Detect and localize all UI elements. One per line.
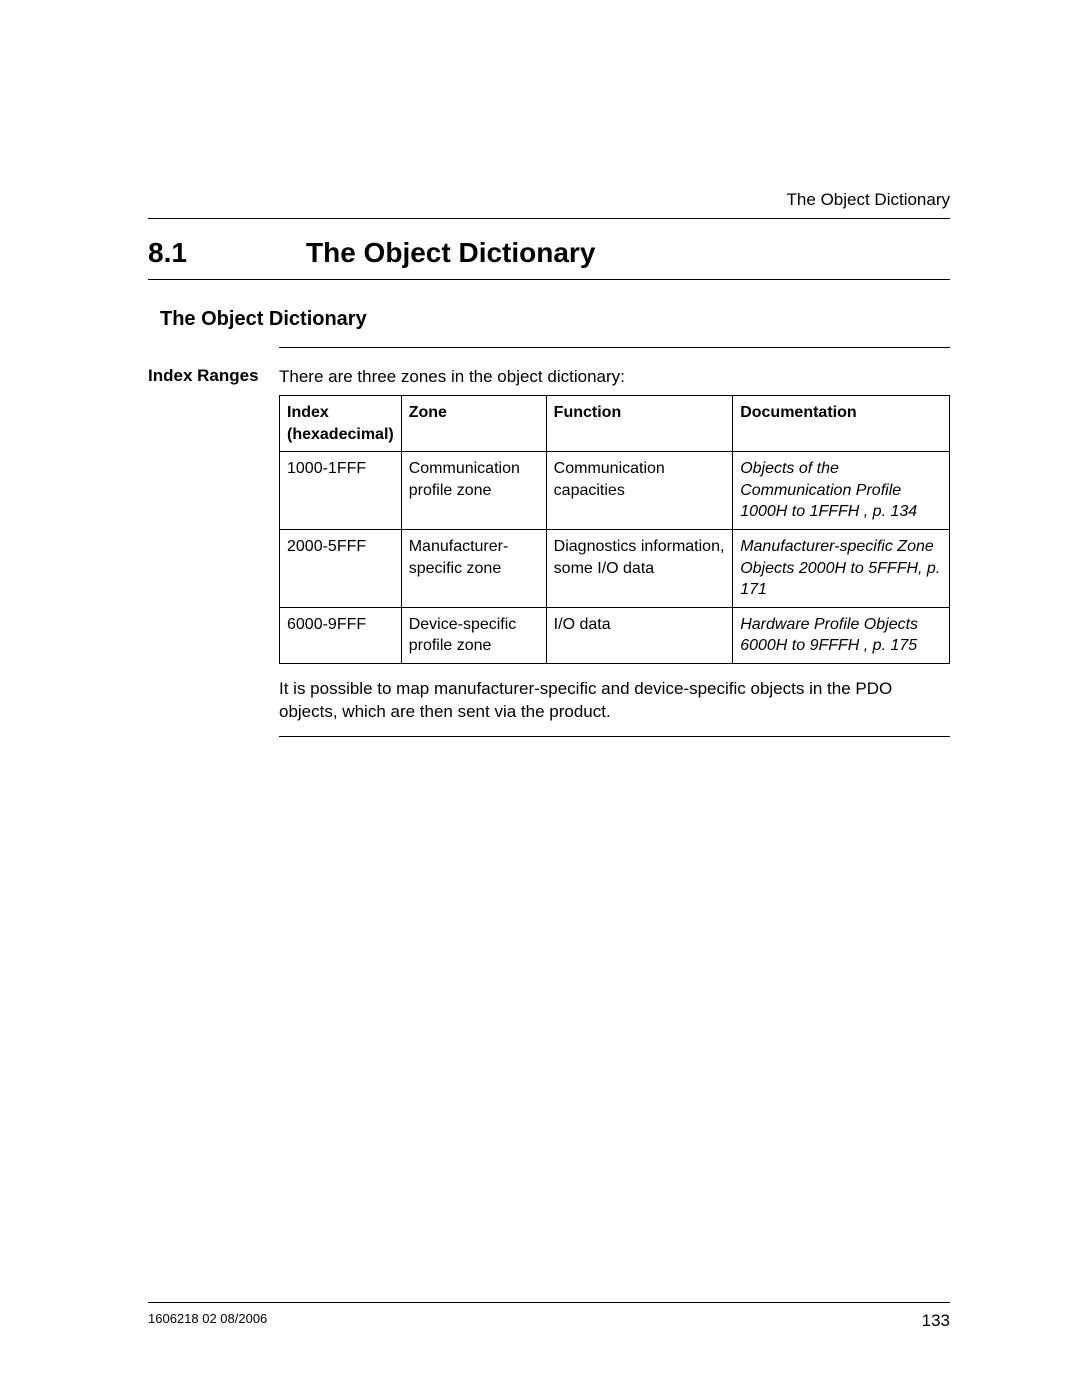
table-header-row: Index (hexadecimal) Zone Function Docume… <box>280 395 950 451</box>
content-column <box>279 347 950 348</box>
running-header: The Object Dictionary <box>148 190 950 210</box>
th-function: Function <box>546 395 733 451</box>
footer-rule <box>148 1302 950 1303</box>
cell-documentation: Hardware Profile Objects 6000H to 9FFFH … <box>733 607 950 663</box>
section-heading-row: 8.1 The Object Dictionary <box>148 237 950 269</box>
section-number: 8.1 <box>148 237 306 269</box>
cell-function: Diagnostics information, some I/O data <box>546 529 733 607</box>
page-footer: 1606218 02 08/2006 133 <box>148 1302 950 1331</box>
th-zone: Zone <box>401 395 546 451</box>
cell-index: 1000-1FFF <box>280 452 402 530</box>
page: The Object Dictionary 8.1 The Object Dic… <box>0 0 1080 1397</box>
cell-index: 2000-5FFF <box>280 529 402 607</box>
index-ranges-label: Index Ranges <box>148 366 279 386</box>
header-rule <box>148 218 950 219</box>
index-ranges-table: Index (hexadecimal) Zone Function Docume… <box>279 395 950 664</box>
table-row: 2000-5FFF Manufacturer-specific zone Dia… <box>280 529 950 607</box>
footer-docid: 1606218 02 08/2006 <box>148 1311 267 1331</box>
table-row: 6000-9FFF Device-specific profile zone I… <box>280 607 950 663</box>
index-ranges-after: It is possible to map manufacturer-speci… <box>279 678 950 724</box>
content-rule-top <box>279 347 950 348</box>
table-row: 1000-1FFF Communication profile zone Com… <box>280 452 950 530</box>
content-rule-bottom <box>279 736 950 737</box>
th-index: Index (hexadecimal) <box>280 395 402 451</box>
footer-pagenum: 133 <box>922 1311 950 1331</box>
cell-zone: Communication profile zone <box>401 452 546 530</box>
section-title: The Object Dictionary <box>306 237 595 269</box>
cell-zone: Manufacturer-specific zone <box>401 529 546 607</box>
cell-documentation: Objects of the Communication Profile 100… <box>733 452 950 530</box>
th-documentation: Documentation <box>733 395 950 451</box>
cell-index: 6000-9FFF <box>280 607 402 663</box>
index-ranges-block: Index Ranges There are three zones in th… <box>148 366 950 737</box>
cell-function: Communication capacities <box>546 452 733 530</box>
cell-zone: Device-specific profile zone <box>401 607 546 663</box>
cell-function: I/O data <box>546 607 733 663</box>
section-rule <box>148 279 950 280</box>
index-ranges-intro: There are three zones in the object dict… <box>279 366 950 389</box>
subheading: The Object Dictionary <box>160 308 950 331</box>
cell-documentation: Manufacturer-specific Zone Objects 2000H… <box>733 529 950 607</box>
